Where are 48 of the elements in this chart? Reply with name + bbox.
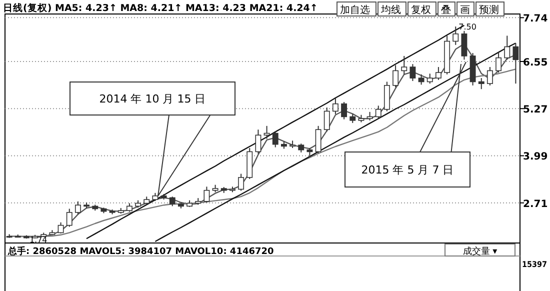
y-tick-label: 5.27 — [523, 104, 548, 116]
annotation: 加自选 — [340, 4, 370, 16]
y-tick-label: 2.71 — [523, 198, 548, 210]
candlestick — [392, 64, 399, 88]
candlestick — [264, 125, 270, 140]
text: 15397 — [522, 260, 550, 269]
candlestick — [341, 101, 348, 120]
candlestick — [255, 129, 262, 154]
candlestick — [384, 81, 390, 112]
candlestick — [401, 55, 408, 75]
candlestick — [238, 173, 244, 192]
text: 成交量 ▾ — [462, 246, 498, 257]
candlestick — [272, 130, 278, 148]
text: 总手: 2860528 MAVOL5: 3984107 MAVOL10: 4146720 — [7, 246, 274, 257]
annotation: 叠 — [441, 5, 451, 16]
candlestick — [512, 42, 519, 84]
candlestick — [496, 52, 502, 74]
candlestick — [169, 196, 176, 207]
candlestick — [435, 66, 442, 80]
annotation: 2014 年 10 月 15 日 — [99, 92, 206, 106]
candlestick — [426, 73, 433, 84]
annotation: 7.50 — [458, 22, 476, 32]
y-tick-label: 6.55 — [523, 57, 548, 68]
candlestick — [486, 66, 493, 86]
candlestick — [478, 78, 484, 90]
annotation: 画 — [460, 5, 470, 16]
candlestick — [204, 186, 210, 203]
annotation: 2015 年 5 月 7 日 — [361, 164, 454, 176]
candlestick — [58, 222, 64, 234]
candlestick — [461, 30, 468, 60]
candlestick — [332, 98, 338, 115]
candlestick — [324, 107, 330, 132]
y-tick-label: 7.74 — [523, 14, 548, 25]
candlestick — [74, 200, 81, 215]
annotation: 1.74 — [29, 236, 48, 245]
candlestick — [504, 35, 510, 60]
candlestick — [375, 105, 382, 120]
candlestick — [418, 74, 424, 86]
annotation: 复权 — [411, 4, 431, 16]
y-tick-label: 3.99 — [523, 152, 548, 163]
annotation: 均线 — [380, 4, 401, 16]
chart-title: 日线(复权) MA5: 4.23↑ MA8: 4.21↑ MA13: 4.23 MA21: 4.24↑ — [3, 2, 318, 14]
annotation: 预测 — [479, 4, 499, 16]
candlestick — [306, 148, 313, 158]
candlestick — [315, 125, 322, 154]
candlestick — [452, 26, 459, 46]
candlestick — [410, 64, 416, 82]
candlestick — [66, 208, 72, 228]
